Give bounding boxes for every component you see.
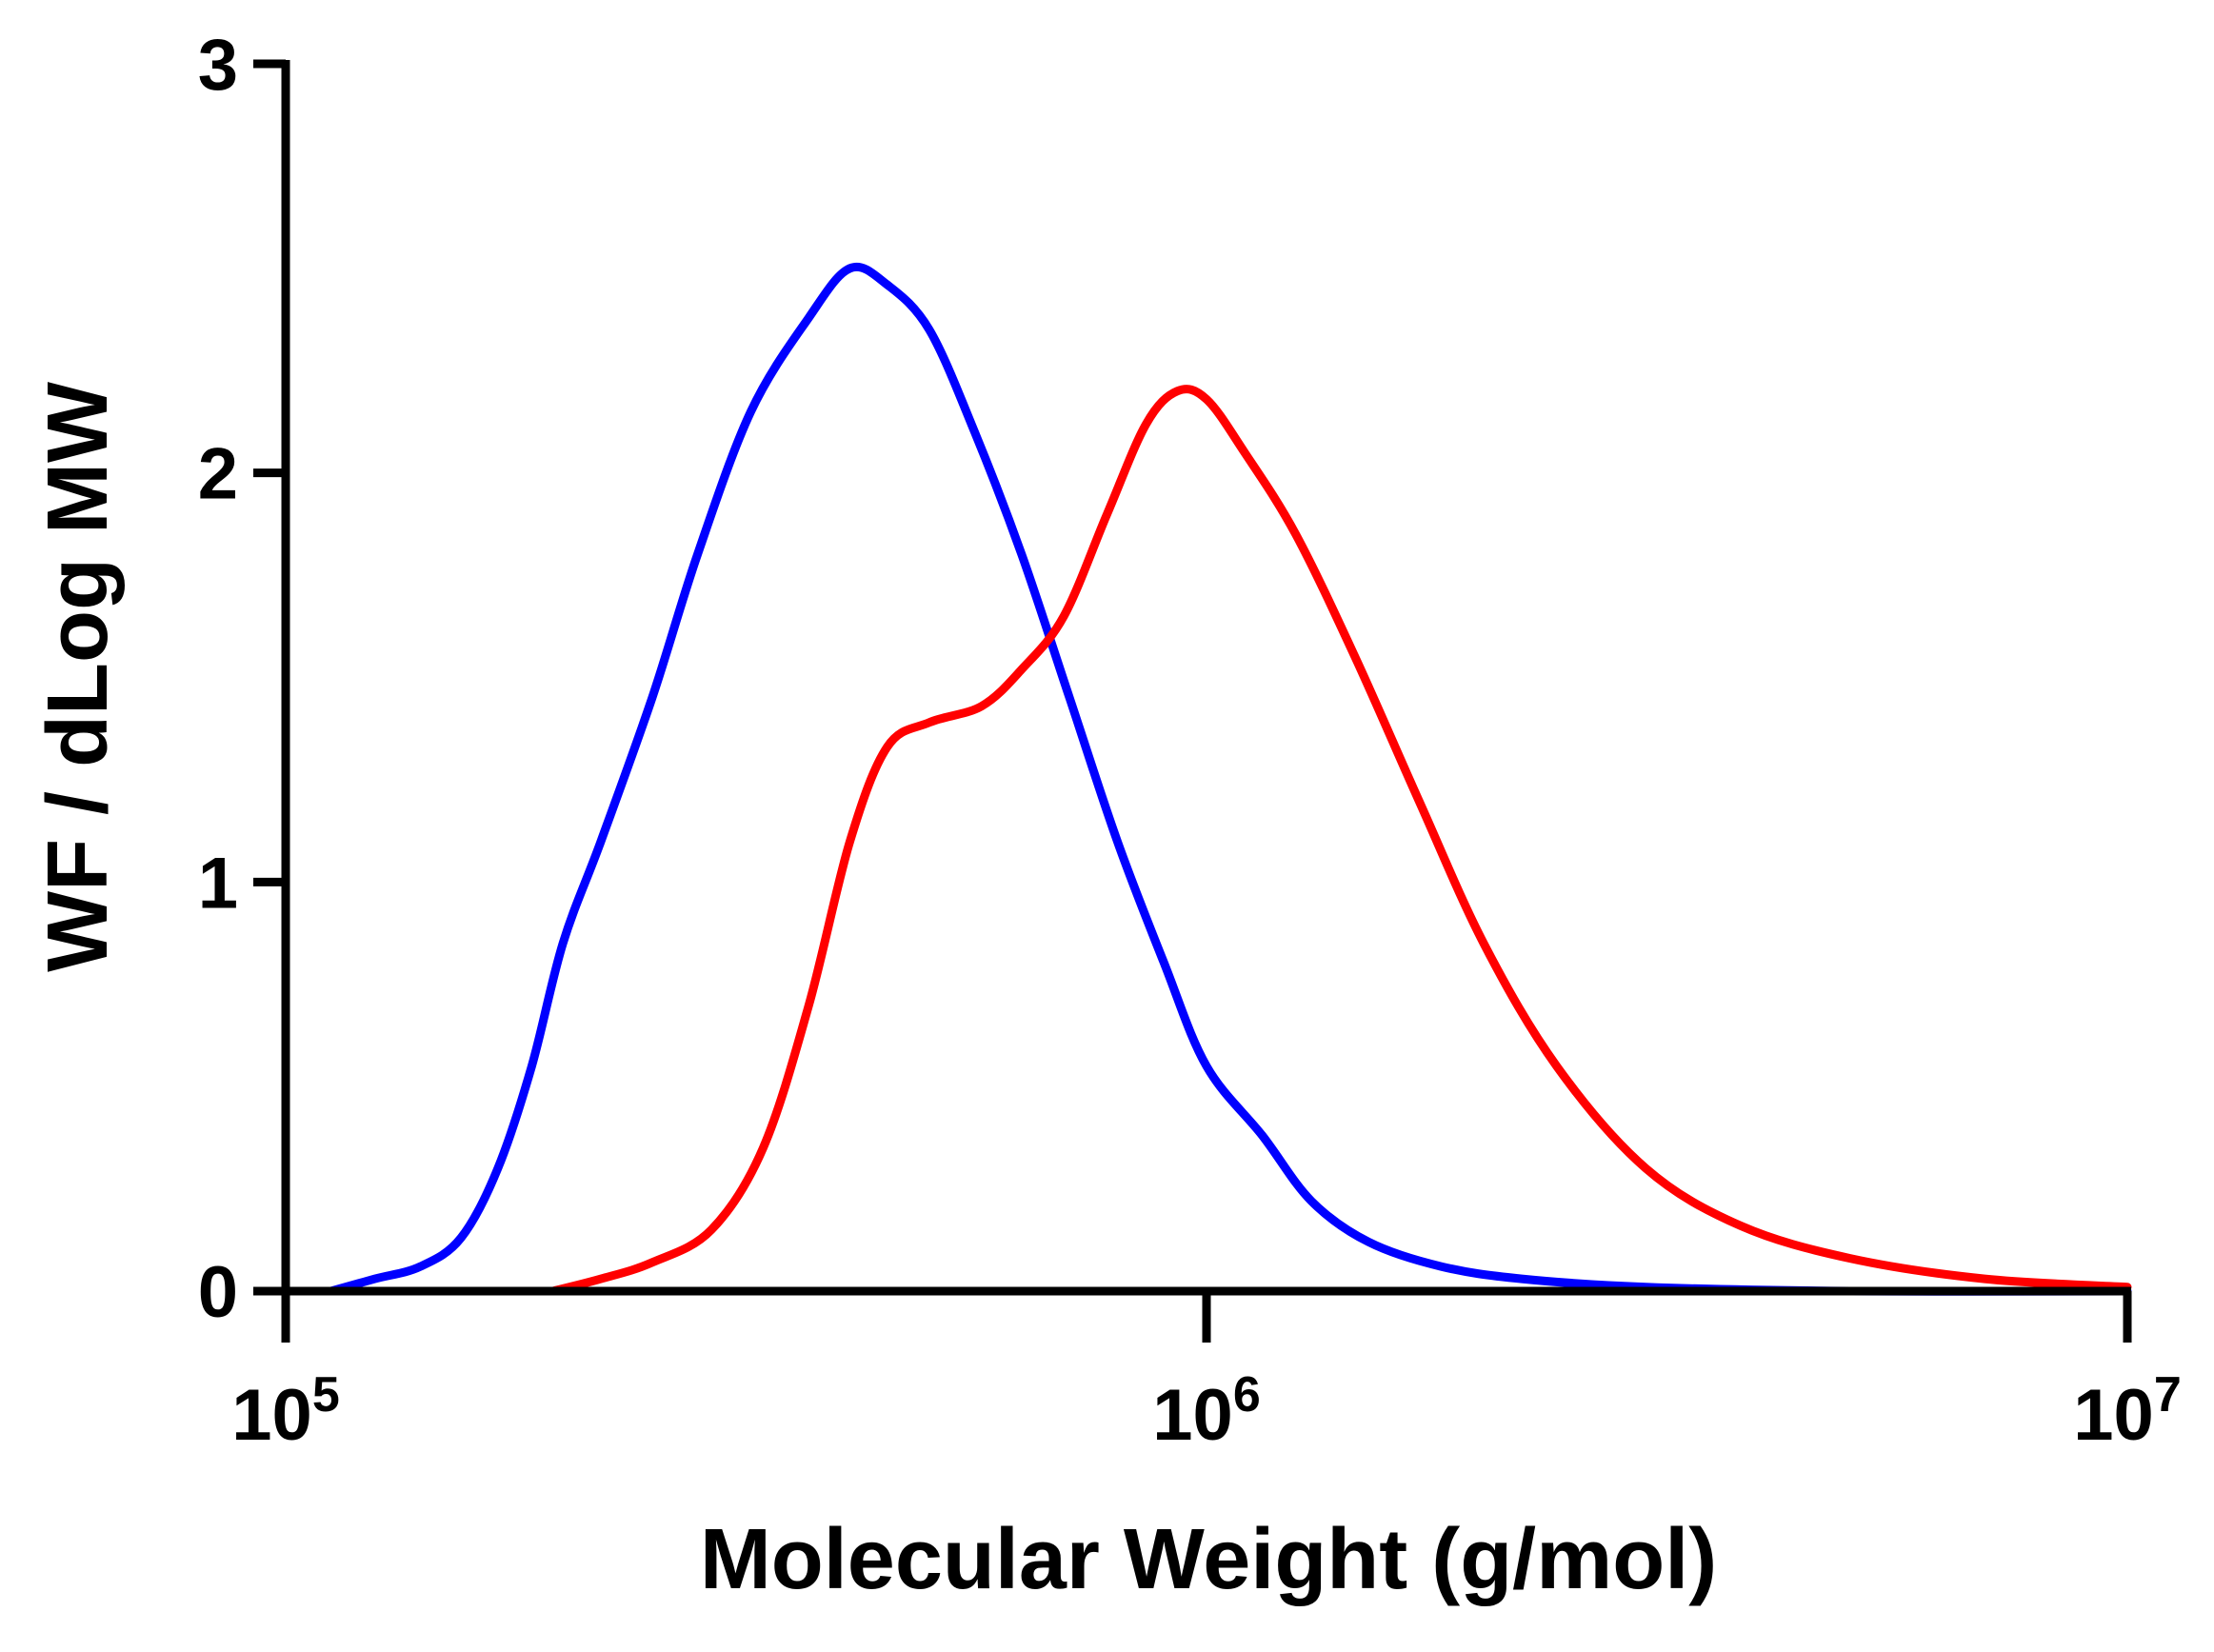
x-tick-label: 105 bbox=[231, 1367, 339, 1456]
y-tick-label: 1 bbox=[198, 843, 238, 924]
y-tick-label: 3 bbox=[198, 25, 238, 106]
x-tick-label: 106 bbox=[1152, 1367, 1260, 1456]
y-axis-title: WF / dLog MW bbox=[30, 382, 126, 972]
series-line-1 bbox=[327, 262, 2132, 1296]
ticks-layer: 0 1 2 3 105 106 107 bbox=[198, 25, 2182, 1456]
axes-layer bbox=[281, 60, 2131, 1296]
series-layer bbox=[327, 262, 2132, 1296]
x-tick-label: 107 bbox=[2073, 1367, 2181, 1456]
x-axis-title: Molecular Weight (g/mol) bbox=[700, 1512, 1717, 1607]
series-line-2 bbox=[549, 385, 2132, 1296]
y-tick-label: 0 bbox=[198, 1252, 238, 1333]
y-tick-label: 2 bbox=[198, 434, 238, 515]
